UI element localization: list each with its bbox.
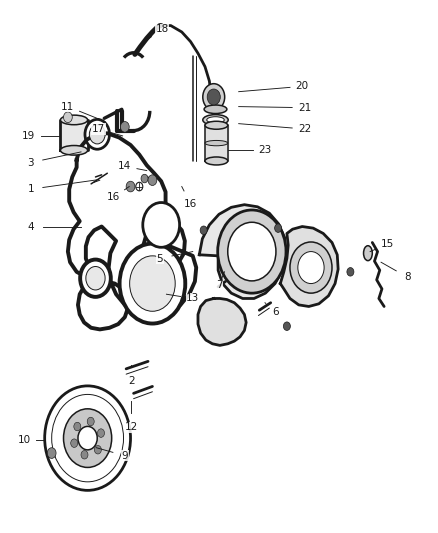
Ellipse shape — [204, 105, 227, 114]
Circle shape — [80, 260, 111, 297]
Circle shape — [275, 224, 282, 232]
Polygon shape — [60, 120, 88, 150]
Polygon shape — [199, 205, 286, 298]
Text: 4: 4 — [27, 222, 34, 231]
Text: 9: 9 — [121, 451, 128, 461]
Text: 18: 18 — [155, 25, 169, 34]
Circle shape — [136, 182, 143, 191]
Text: 7: 7 — [215, 280, 223, 290]
Circle shape — [207, 89, 220, 105]
Text: 20: 20 — [296, 82, 309, 91]
Text: 14: 14 — [118, 161, 131, 171]
Circle shape — [290, 242, 332, 293]
Circle shape — [74, 422, 81, 431]
Polygon shape — [280, 227, 338, 306]
Text: 23: 23 — [258, 146, 272, 155]
Text: 16: 16 — [107, 192, 120, 202]
Circle shape — [228, 222, 276, 281]
Circle shape — [64, 409, 112, 467]
Text: 17: 17 — [92, 124, 105, 134]
Circle shape — [98, 429, 105, 438]
Circle shape — [45, 386, 131, 490]
Ellipse shape — [60, 146, 88, 155]
Polygon shape — [205, 125, 228, 161]
Circle shape — [89, 125, 105, 144]
Circle shape — [94, 446, 101, 454]
Text: 15: 15 — [381, 239, 394, 249]
Text: 6: 6 — [272, 307, 279, 317]
Text: 12: 12 — [125, 423, 138, 432]
Circle shape — [148, 175, 157, 185]
Text: 11: 11 — [61, 102, 74, 111]
Text: 16: 16 — [184, 199, 197, 208]
Circle shape — [86, 266, 105, 290]
Circle shape — [47, 448, 56, 458]
Text: 8: 8 — [404, 272, 411, 282]
Circle shape — [85, 119, 110, 149]
Text: 22: 22 — [298, 124, 311, 134]
Circle shape — [52, 394, 124, 482]
Ellipse shape — [60, 115, 88, 125]
Text: 10: 10 — [18, 435, 31, 445]
Circle shape — [126, 181, 135, 192]
Circle shape — [141, 174, 148, 183]
Circle shape — [120, 122, 129, 132]
Circle shape — [87, 417, 94, 426]
Circle shape — [64, 112, 72, 123]
Ellipse shape — [205, 140, 228, 146]
Text: 5: 5 — [156, 254, 163, 263]
Circle shape — [71, 439, 78, 447]
Circle shape — [347, 268, 354, 276]
Circle shape — [78, 426, 97, 450]
Circle shape — [218, 210, 286, 293]
Circle shape — [298, 252, 324, 284]
Circle shape — [283, 322, 290, 330]
Text: 1: 1 — [27, 184, 34, 194]
Circle shape — [143, 203, 180, 247]
Polygon shape — [68, 133, 196, 329]
Ellipse shape — [205, 122, 228, 130]
Circle shape — [130, 256, 175, 311]
Text: 2: 2 — [128, 376, 135, 386]
Ellipse shape — [203, 115, 228, 125]
Circle shape — [81, 450, 88, 459]
Ellipse shape — [364, 246, 372, 261]
Text: 19: 19 — [22, 131, 35, 141]
Text: 21: 21 — [298, 103, 311, 112]
Circle shape — [120, 244, 185, 324]
Polygon shape — [198, 298, 246, 345]
Circle shape — [203, 84, 225, 110]
Text: 3: 3 — [27, 158, 34, 167]
Circle shape — [200, 226, 207, 235]
Ellipse shape — [207, 117, 224, 123]
Ellipse shape — [205, 157, 228, 165]
Text: 13: 13 — [186, 294, 199, 303]
